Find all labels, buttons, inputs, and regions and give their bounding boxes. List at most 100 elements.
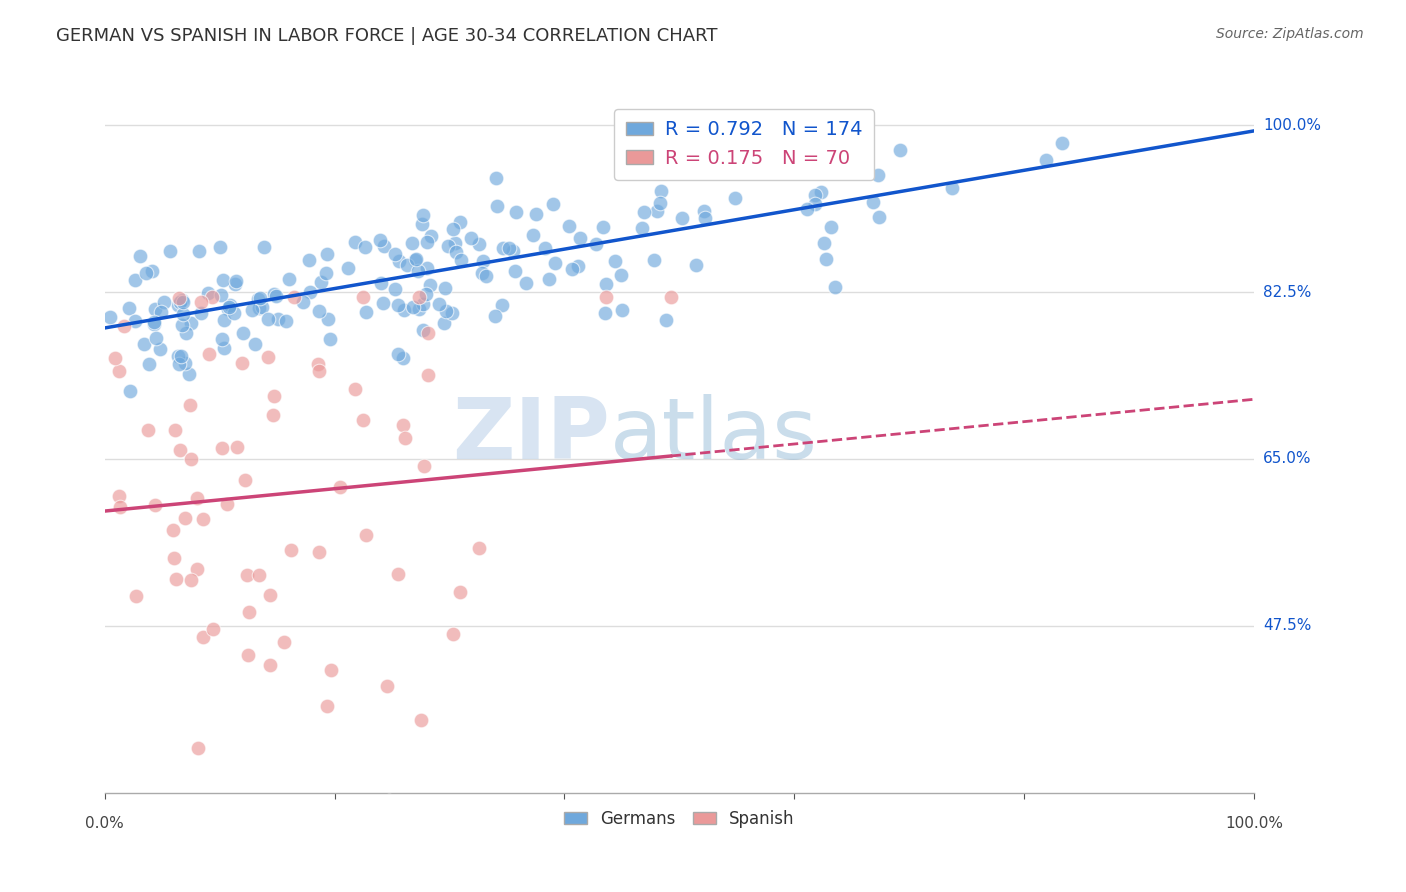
Point [135,266,157,280]
Point [820,220,842,235]
Point [475,268,498,283]
Point [1050,136,1073,150]
Point [240,302,263,317]
Point [238,605,260,619]
Point [124,314,146,328]
Point [177,367,200,381]
Point [280,543,302,558]
Point [309,275,332,289]
Point [384,282,406,296]
Text: GERMAN VS SPANISH IN LABOR FORCE | AGE 30-34 CORRELATION CHART: GERMAN VS SPANISH IN LABOR FORCE | AGE 3… [56,27,717,45]
Point [197,347,219,361]
Point [491,298,513,312]
Point [253,240,276,254]
Point [180,573,202,587]
Point [941,181,963,195]
Point [515,276,537,290]
Point [167,349,190,363]
Point [612,303,634,318]
Point [149,343,172,357]
Point [352,413,374,427]
Point [396,258,419,272]
Point [235,568,257,582]
Point [247,301,270,315]
Point [592,219,614,234]
Point [655,313,678,327]
Text: 65.0%: 65.0% [1263,451,1312,467]
Point [209,288,232,302]
Point [605,254,627,268]
Point [419,277,441,292]
Point [492,241,515,255]
Point [231,356,253,370]
Point [787,166,810,180]
Point [191,630,214,644]
Point [132,337,155,351]
Point [585,236,607,251]
Point [217,301,239,316]
Point [298,285,321,299]
Point [186,491,208,505]
Point [308,545,330,559]
Point [263,388,285,402]
Point [319,663,342,677]
Point [700,147,723,161]
Point [291,294,314,309]
Point [450,215,472,229]
Point [118,384,141,398]
Point [145,331,167,345]
Point [142,315,165,329]
Text: 82.5%: 82.5% [1263,285,1312,300]
Point [201,290,224,304]
Point [408,290,430,304]
Point [437,238,460,252]
Point [561,262,583,277]
Point [149,305,172,319]
Point [193,512,215,526]
Point [650,184,672,198]
Point [354,528,377,542]
Point [179,398,201,412]
Point [441,627,464,641]
Point [402,300,425,314]
Point [420,228,443,243]
Point [813,235,835,250]
Point [232,326,254,340]
Point [659,290,682,304]
Point [387,566,409,581]
Point [824,280,846,294]
Text: ZIP: ZIP [453,393,610,476]
Point [174,356,197,370]
Point [373,239,395,253]
Point [107,364,129,378]
Point [173,511,195,525]
Point [392,303,415,318]
Point [633,204,655,219]
Point [267,312,290,326]
Point [233,474,256,488]
Point [354,304,377,318]
Point [316,311,339,326]
Point [307,357,329,371]
Point [889,143,911,157]
Point [415,287,437,301]
Point [190,305,212,319]
Point [187,741,209,756]
Point [693,204,716,219]
Point [416,235,439,249]
Point [738,167,761,181]
Point [460,231,482,245]
Point [671,211,693,225]
Point [416,261,439,276]
Point [256,350,278,364]
Point [224,277,246,291]
Point [108,500,131,514]
Point [814,252,837,266]
Point [522,227,544,242]
Point [172,306,194,320]
Point [643,252,665,267]
Point [433,316,456,330]
Point [418,326,440,340]
Point [541,197,564,211]
Point [627,149,650,163]
